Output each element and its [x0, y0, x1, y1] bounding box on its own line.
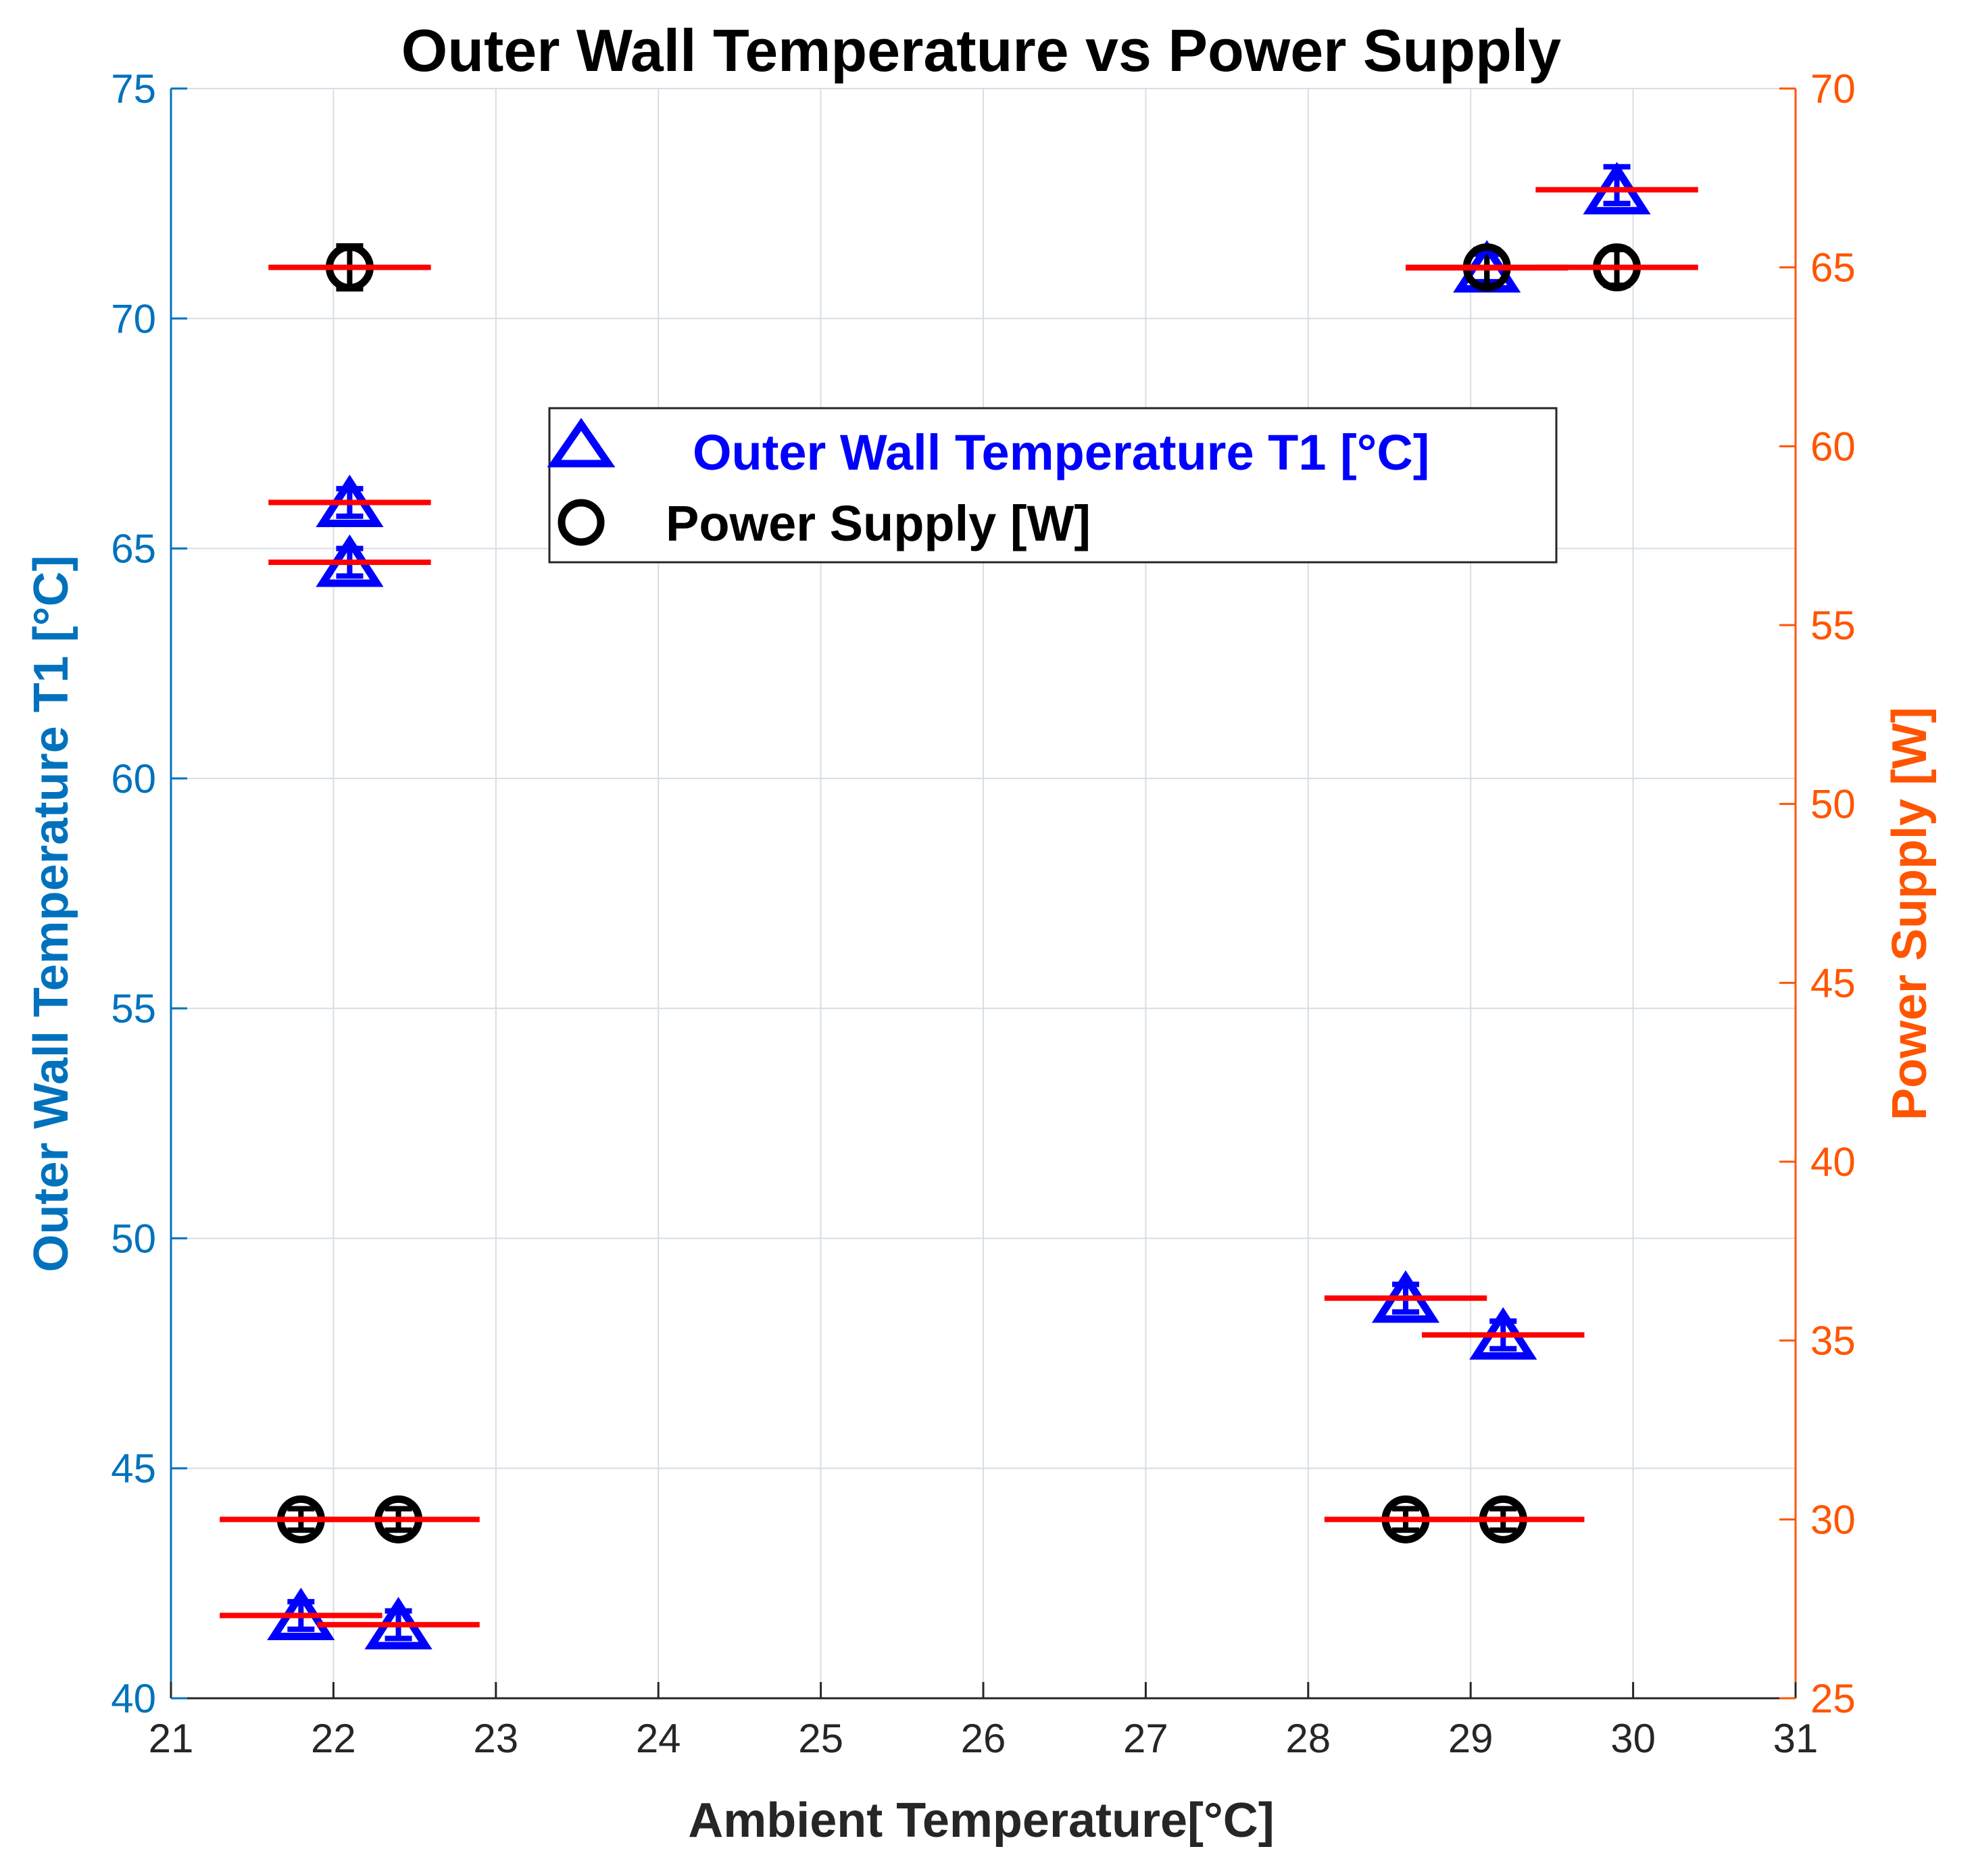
y-tick-label-right: 65	[1810, 245, 1856, 291]
legend-label-power: Power Supply [W]	[666, 495, 1091, 551]
y-axis-label-left: Outer Wall Temperature T1 [°C]	[24, 556, 78, 1273]
x-tick-label: 27	[1123, 1716, 1168, 1761]
y-tick-label-left: 65	[111, 526, 156, 572]
y-tick-label-left: 60	[111, 756, 156, 801]
x-tick-label: 23	[473, 1716, 518, 1761]
legend-box	[548, 407, 1558, 564]
data-markers	[220, 162, 1698, 1650]
chart-title: Outer Wall Temperature vs Power Supply	[401, 17, 1561, 84]
x-axis-label: Ambient Temperature[°C]	[688, 1794, 1275, 1848]
y-tick-label-right: 25	[1810, 1676, 1856, 1721]
y-tick-label-right: 70	[1810, 66, 1856, 112]
x-tick-label: 31	[1773, 1716, 1819, 1761]
y-axis-label-right: Power Supply [W]	[1883, 707, 1937, 1120]
axes	[170, 87, 1797, 1700]
y-tick-label-right: 35	[1810, 1318, 1856, 1364]
y-tick-label-right: 50	[1810, 782, 1856, 827]
legend-triangle-marker	[547, 418, 616, 468]
y-tick-label-left: 55	[111, 986, 156, 1031]
y-tick-label-left: 70	[111, 296, 156, 341]
legend-circle-marker	[558, 499, 605, 546]
tick-labels: 21 22 23 24 25 26 27 28 29 30 31 40 45 50 55 60 65 70 75 25…	[111, 66, 1856, 1761]
y-tick-label-right: 40	[1810, 1139, 1856, 1185]
x-tick-label: 28	[1285, 1716, 1331, 1761]
y-tick-label-left: 45	[111, 1446, 156, 1491]
y-tick-label-right: 60	[1810, 424, 1856, 469]
legend: Outer Wall Temperature T1 [°C] Power Sup…	[547, 407, 1558, 564]
x-tick-label: 24	[636, 1716, 681, 1761]
x-tick-label: 25	[798, 1716, 843, 1761]
y-tick-label-left: 75	[111, 66, 156, 112]
x-tick-label: 29	[1448, 1716, 1493, 1761]
x-tick-label: 30	[1610, 1716, 1656, 1761]
x-tick-label: 22	[311, 1716, 356, 1761]
y-tick-label-right: 30	[1810, 1497, 1856, 1542]
x-tick-label: 21	[149, 1716, 194, 1761]
y-tick-label-left: 40	[111, 1676, 156, 1721]
legend-label-t1: Outer Wall Temperature T1 [°C]	[693, 424, 1429, 480]
y-tick-label-left: 50	[111, 1216, 156, 1261]
y-tick-label-right: 55	[1810, 603, 1856, 648]
x-tick-label: 26	[961, 1716, 1006, 1761]
y-tick-label-right: 45	[1810, 960, 1856, 1006]
